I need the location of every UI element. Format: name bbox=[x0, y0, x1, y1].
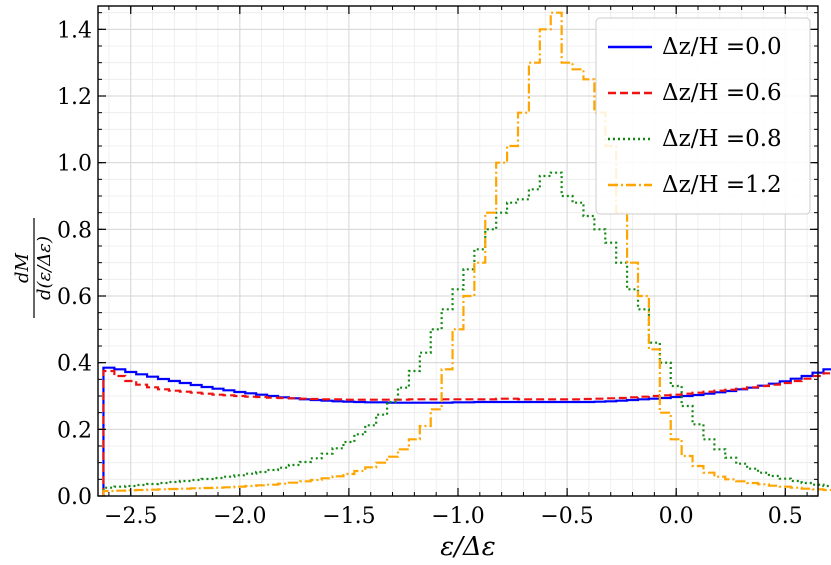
series-line-1 bbox=[102, 369, 831, 496]
y-tick-label: 0.0 bbox=[57, 485, 92, 510]
legend-label-0: Δz/H =0.0 bbox=[662, 34, 782, 60]
ticks: −2.5 −2.0 −1.5 −1.0 −0.5 0.0 0.5 0.0 0.2 0.4 0.6 0.… bbox=[57, 6, 818, 529]
y-tick-label: 1.4 bbox=[57, 18, 92, 43]
legend-label-2: Δz/H =0.8 bbox=[662, 126, 782, 152]
y-tick-label: 0.4 bbox=[57, 352, 92, 377]
legend-box bbox=[595, 17, 811, 215]
legend-label-1: Δz/H =0.6 bbox=[662, 80, 782, 106]
y-tick-label: 0.8 bbox=[57, 218, 92, 243]
legend-label-3: Δz/H =1.2 bbox=[662, 172, 782, 198]
y-axis-label: dM d(ε/Δε) bbox=[12, 218, 55, 318]
series-layer bbox=[102, 11, 831, 496]
series-line-0 bbox=[102, 366, 831, 496]
series-line-2 bbox=[102, 171, 831, 496]
x-tick-label: 0.5 bbox=[768, 504, 803, 529]
x-tick-label: −2.5 bbox=[104, 504, 157, 529]
x-tick-label: 0.0 bbox=[659, 504, 694, 529]
legend: Δz/H =0.0 Δz/H =0.6 Δz/H =0.8 Δz/H =1.2 bbox=[595, 17, 811, 215]
x-axis-label: ε/Δε bbox=[440, 532, 495, 562]
series-line-3 bbox=[102, 11, 831, 496]
y-tick-label: 1.2 bbox=[57, 85, 92, 110]
y-tick-label: 0.2 bbox=[57, 418, 92, 443]
x-tick-label: −2.0 bbox=[213, 504, 266, 529]
x-tick-label: −1.0 bbox=[431, 504, 484, 529]
y-axis-label-numerator: dM bbox=[12, 252, 33, 283]
y-tick-label: 0.6 bbox=[57, 285, 92, 310]
y-axis-label-denominator: d(ε/Δε) bbox=[34, 236, 55, 300]
x-tick-label: −0.5 bbox=[540, 504, 593, 529]
y-tick-label: 1.0 bbox=[57, 152, 92, 177]
x-tick-label: −1.5 bbox=[322, 504, 375, 529]
